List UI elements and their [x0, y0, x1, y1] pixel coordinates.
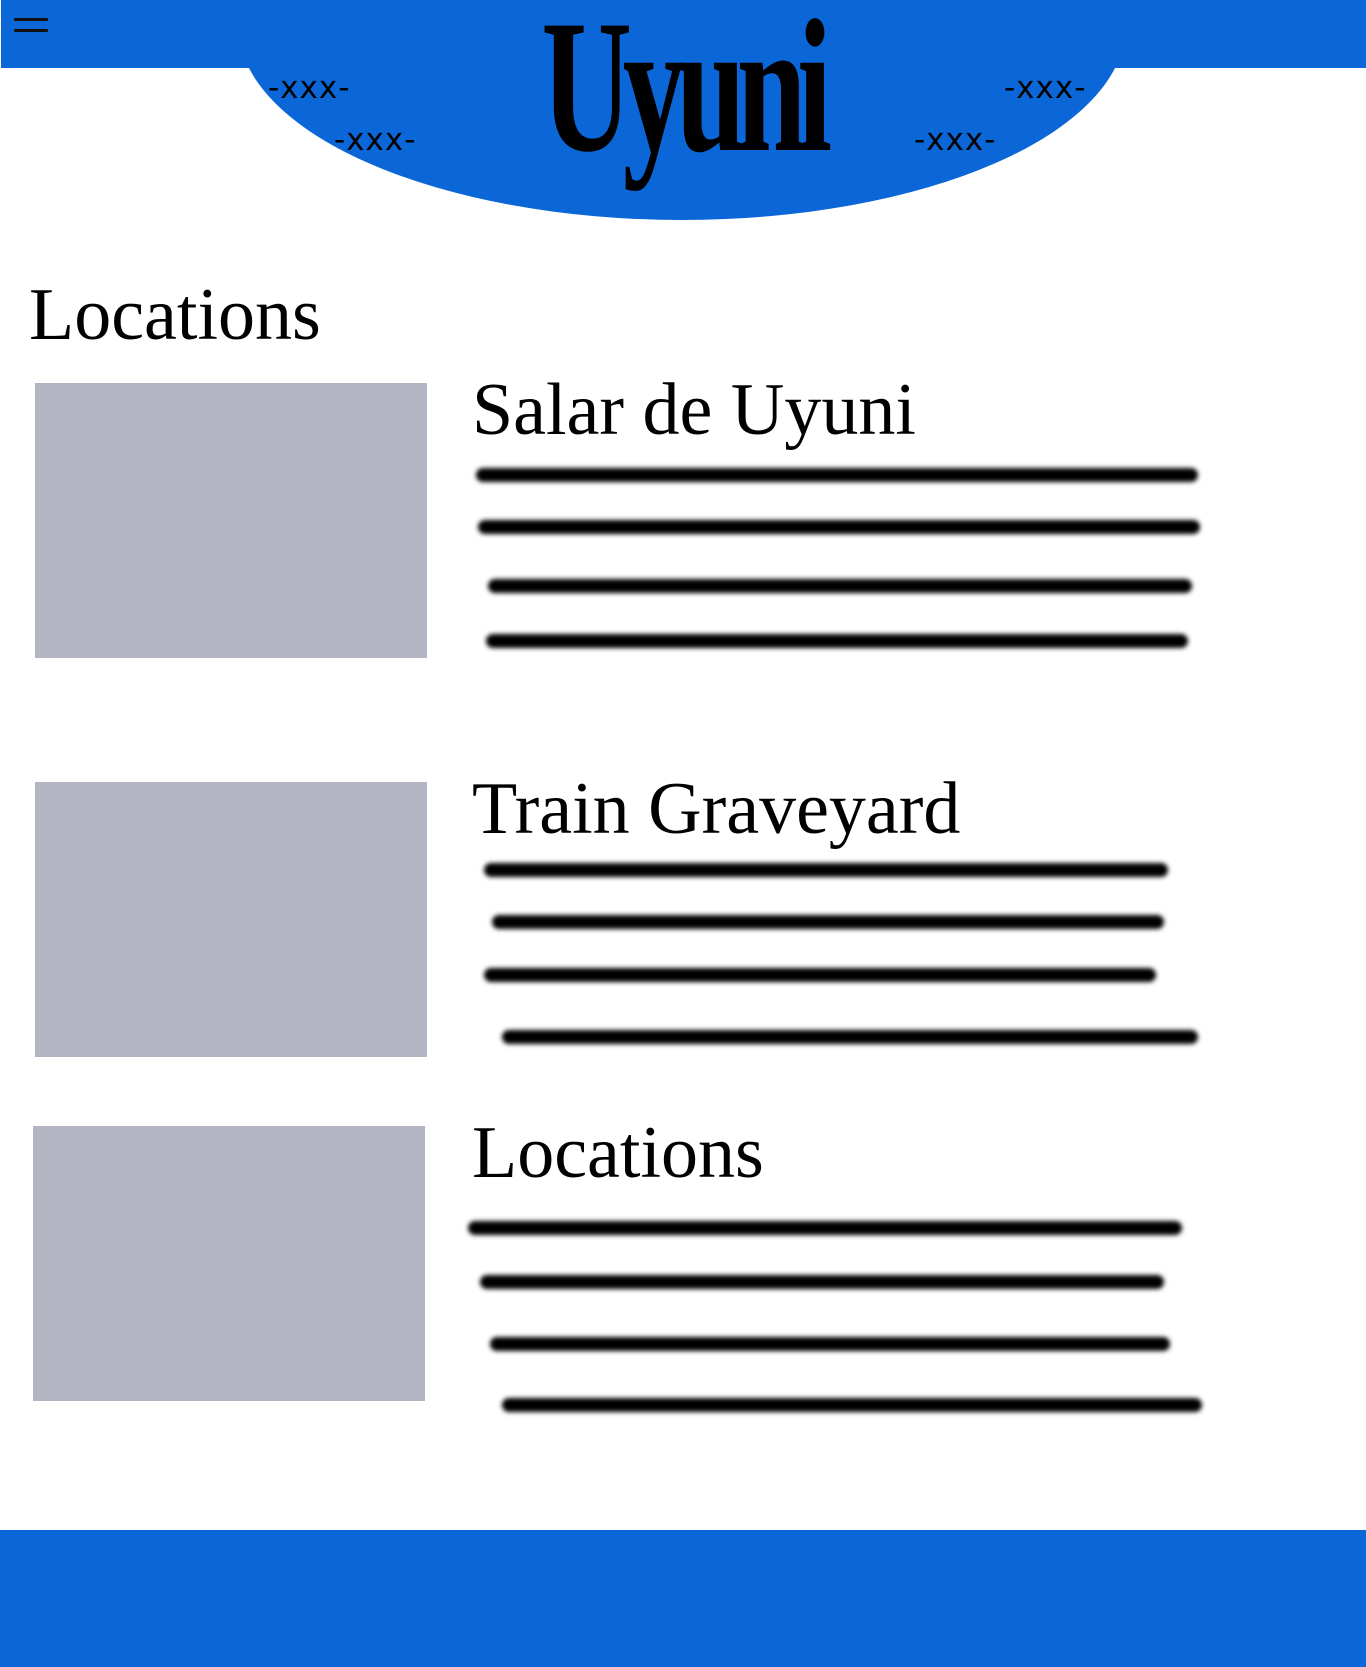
text-placeholder-line — [502, 1398, 1202, 1412]
location-title[interactable]: Salar de Uyuni — [472, 369, 916, 451]
header-decoration: -xxx- — [1004, 70, 1087, 106]
location-card[interactable]: Salar de Uyuni — [0, 373, 1366, 683]
header-decoration: -xxx- — [914, 122, 997, 158]
text-placeholder-line — [468, 1221, 1182, 1235]
text-placeholder-line — [476, 468, 1198, 482]
location-card[interactable]: Locations — [0, 1116, 1366, 1426]
header-decoration: -xxx- — [268, 70, 351, 106]
header-decoration: -xxx- — [334, 122, 417, 158]
text-placeholder-line — [488, 579, 1192, 593]
hamburger-menu-icon[interactable] — [14, 18, 50, 36]
location-image-placeholder[interactable] — [35, 383, 427, 658]
text-placeholder-line — [502, 1030, 1198, 1044]
text-placeholder-line — [490, 1337, 1170, 1351]
menu-line — [14, 18, 48, 21]
site-footer — [0, 1530, 1366, 1667]
text-placeholder-line — [478, 520, 1200, 534]
location-image-placeholder[interactable] — [35, 782, 427, 1057]
location-image-placeholder[interactable] — [33, 1126, 425, 1401]
text-placeholder-line — [480, 1275, 1164, 1289]
site-logo[interactable]: Uyuni — [541, 0, 832, 192]
text-placeholder-line — [484, 863, 1168, 877]
text-placeholder-line — [492, 915, 1164, 929]
location-title[interactable]: Train Graveyard — [472, 768, 961, 850]
text-placeholder-line — [486, 634, 1188, 648]
text-placeholder-line — [484, 968, 1156, 982]
location-card[interactable]: Train Graveyard — [0, 772, 1366, 1082]
location-title[interactable]: Locations — [472, 1112, 764, 1194]
menu-line — [14, 29, 48, 32]
page-title: Locations — [29, 274, 321, 356]
